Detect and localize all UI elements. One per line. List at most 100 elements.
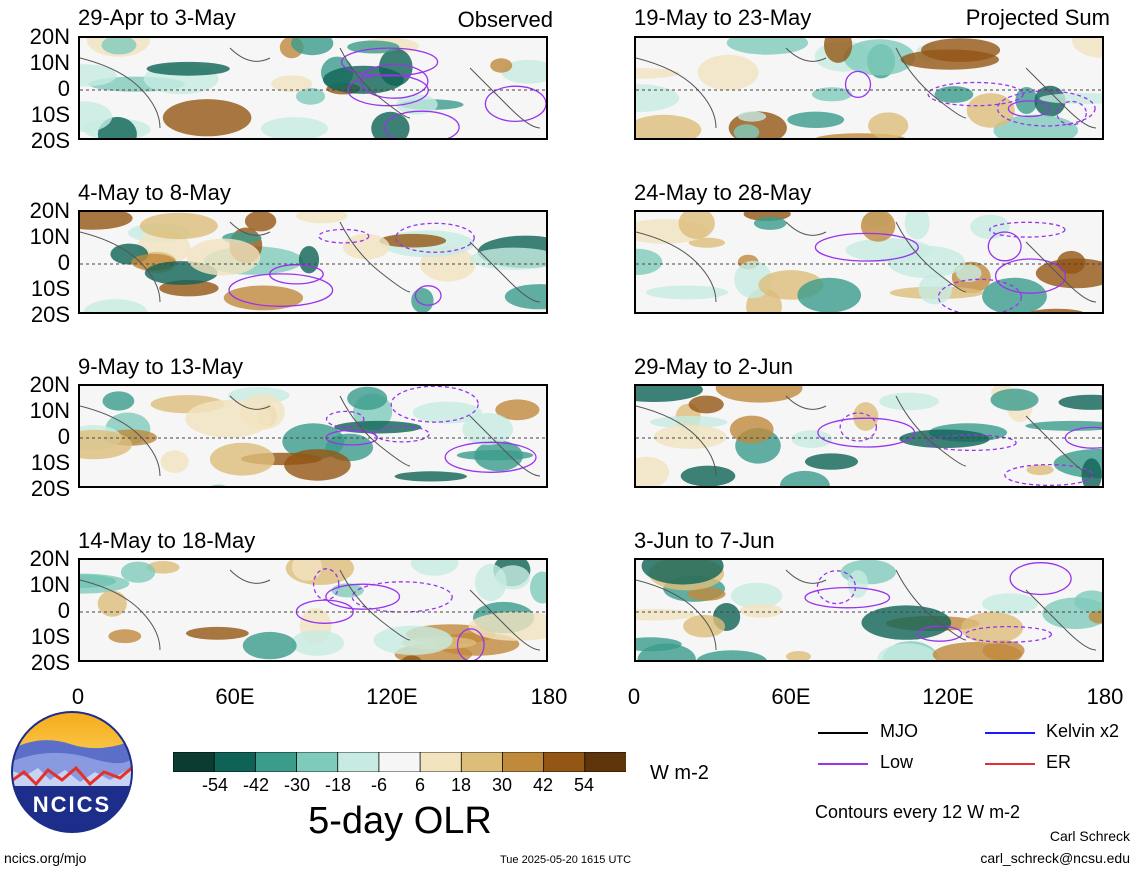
lon-label: 0 [627,684,641,709]
legend-line-kelvin [985,732,1035,734]
olr-anomaly-blob [887,245,965,278]
olr-anomaly-blob [805,453,858,470]
olr-anomaly-blob [982,593,1038,615]
lat-label: 20N [29,198,70,223]
low-frequency-contour [456,628,485,660]
olr-anomaly-blob [877,643,938,660]
low-frequency-contour [325,583,401,610]
colorbar-swatch [584,751,627,773]
low-frequency-contour [390,386,479,423]
olr-anomaly-blob [290,630,345,656]
olr-anomaly-blob [993,114,1078,138]
olr-anomaly-blob [900,49,999,70]
olr-anomaly-blob [645,285,729,300]
olr-field [636,38,1102,138]
lat-label: 20N [29,24,70,49]
lat-label: 10S [30,102,70,127]
contour-interval-note: Contours every 12 W m-2 [815,802,1021,822]
olr-anomaly-blob [456,450,534,461]
olr-anomaly-blob [396,94,438,115]
colorbar-swatch [543,751,586,773]
lat-label: 0 [57,250,70,275]
panel-tag-observed: Observed [457,7,553,32]
colorbar-swatch [378,751,421,773]
olr-anomaly-blob [211,484,226,486]
olr-anomaly-blob [334,420,422,434]
olr-anomaly-blob [101,38,137,55]
olr-anomaly-blob [780,470,830,486]
map-panel-left-2 [78,210,548,314]
colorbar-title: 5-day OLR [308,800,492,842]
olr-anomaly-blob [80,212,133,230]
footer-url[interactable]: ncics.org/mjo [4,850,87,866]
olr-anomaly-blob [504,284,546,310]
map-panel-right-1 [634,36,1104,140]
olr-anomaly-blob [146,61,230,76]
lon-label: 0 [71,684,85,709]
olr-anomaly-blob [961,612,1024,644]
lat-label: 10N [29,398,70,423]
olr-anomaly-blob [1074,590,1102,612]
olr-anomaly-blob [934,86,974,103]
colorbar-tick-label: 42 [532,775,554,795]
olr-anomaly-blob [1026,464,1054,476]
coastline [636,569,1097,651]
footer-timestamp: Tue 2025-05-20 1615 UTC [500,854,632,866]
coastline [80,569,541,651]
olr-anomaly-blob [730,582,783,609]
olr-anomaly-blob [530,571,546,604]
panel-title: 9-May to 13-May [78,354,244,379]
olr-field [80,212,546,312]
olr-anomaly-blob [853,402,879,431]
olr-anomaly-blob [637,643,696,660]
olr-anomaly-blob [847,570,869,598]
olr-anomaly-blob [1088,609,1102,624]
olr-anomaly-blob [687,587,726,601]
panel-title: 29-May to 2-Jun [634,354,793,379]
olr-anomaly-blob [636,456,670,486]
olr-anomaly-blob [139,212,218,240]
olr-anomaly-blob [636,248,663,275]
lat-label: 0 [57,424,70,449]
lon-label: 120E [922,684,974,709]
lat-label: 10N [29,50,70,75]
legend-label-low: Low [880,752,914,772]
olr-anomaly-blob [244,212,277,232]
low-frequency-contour [987,231,1022,262]
olr-anomaly-blob [186,238,261,276]
lat-label: 10S [30,624,70,649]
low-frequency-contour [351,581,453,613]
olr-anomaly-blob [410,560,459,576]
olr-anomaly-blob [982,277,1047,312]
panel-title: 29-Apr to 3-May [78,5,236,30]
olr-anomaly-blob [83,299,148,312]
low-frequency-contour [228,273,334,307]
low-frequency-contour [340,47,439,77]
lat-label: 20S [30,302,70,327]
footer-email[interactable]: carl_schreck@ncsu.edu [980,850,1130,866]
colorbar-swatch [460,751,504,773]
olr-anomaly-blob [1057,250,1086,274]
lon-label: 120E [366,684,418,709]
lat-label: 20S [30,128,70,153]
olr-anomaly-blob [490,58,513,73]
low-frequency-contour [268,264,324,285]
panel-title: 19-May to 23-May [634,5,812,30]
olr-anomaly-blob [185,399,272,438]
olr-field [636,560,1102,660]
olr-anomaly-blob [102,391,135,411]
olr-anomaly-blob [80,573,130,594]
colorbar-swatch [213,751,257,773]
colorbar-swatch [296,751,339,773]
olr-anomaly-blob [956,264,982,282]
olr-anomaly-blob [291,38,334,56]
low-frequency-contour [1004,463,1094,486]
olr-anomaly-blob [636,386,703,402]
map-panel-left-1 [78,36,548,140]
olr-anomaly-blob [729,415,774,444]
low-frequency-contour [844,70,872,99]
ncics-logo[interactable]: NCICS [10,710,134,834]
olr-anomaly-blob [379,233,447,248]
coastline [80,221,541,303]
olr-anomaly-blob [688,395,724,414]
